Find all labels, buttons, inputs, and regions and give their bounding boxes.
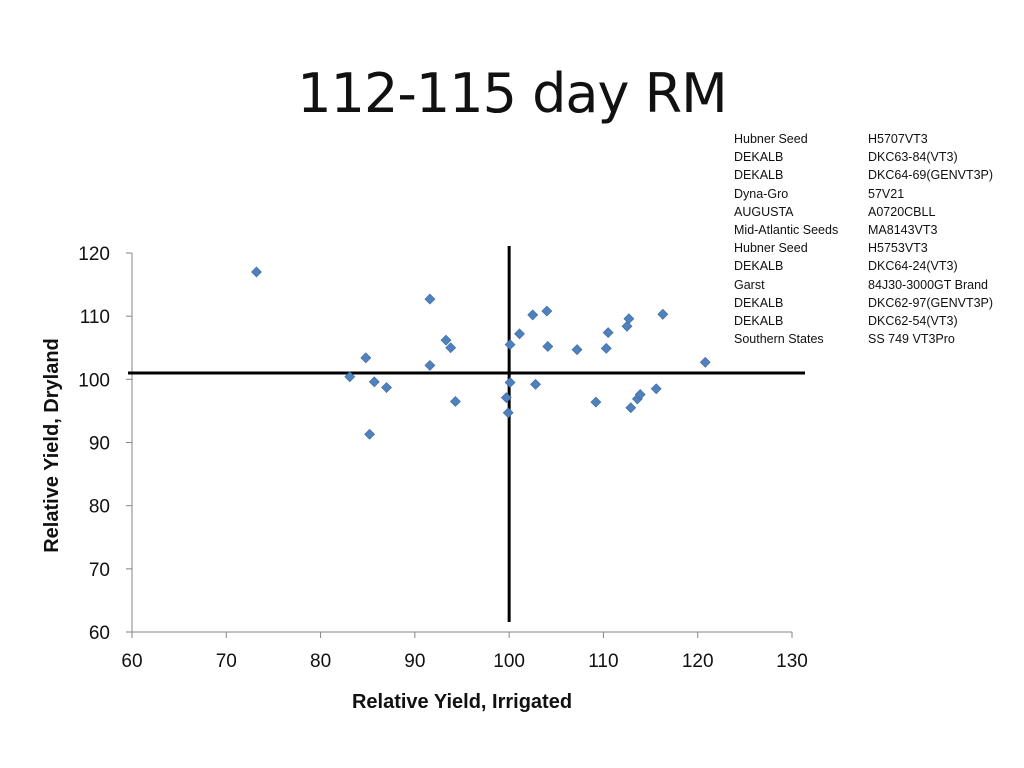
legend-hybrid: DKC62-97(GENVT3P) — [868, 295, 994, 310]
data-point — [634, 389, 646, 400]
legend-hybrid: H5753VT3 — [868, 241, 928, 256]
y-axis-title: Relative Yield, Dryland — [41, 338, 63, 553]
data-points — [251, 266, 711, 440]
data-point — [621, 320, 633, 332]
legend-company: AUGUSTA — [734, 204, 794, 219]
legend-hybrid: H5707VT3 — [868, 132, 928, 146]
x-tick-label: 70 — [216, 651, 237, 672]
data-point — [364, 428, 376, 440]
data-point — [424, 360, 436, 371]
data-point — [504, 339, 516, 351]
legend-hybrid: 57V21 — [868, 186, 905, 201]
legend-company: Hubner Seed — [734, 241, 808, 256]
legend-company: DEKALB — [734, 168, 784, 183]
data-point — [360, 352, 372, 364]
data-point — [590, 396, 602, 408]
legend-company: DEKALB — [734, 295, 784, 310]
data-point — [504, 377, 516, 388]
data-point — [344, 371, 356, 383]
data-point — [602, 327, 614, 339]
x-axis-title: Relative Yield, Irrigated — [352, 691, 572, 713]
data-point — [445, 342, 457, 354]
legend-company: Southern States — [734, 332, 824, 347]
legend-row: Hubner Seed H5753VT3 — [734, 239, 993, 257]
data-point — [251, 266, 262, 278]
chart-title: 112-115 day RM — [297, 62, 727, 125]
legend-company: Dyna-Gro — [734, 186, 789, 201]
legend-row: DEKALB DKC63-84(VT3) — [734, 148, 993, 166]
y-tick-label: 120 — [78, 244, 110, 265]
legend-hybrid: DKC62-54(VT3) — [868, 313, 958, 328]
x-tick-label: 130 — [776, 651, 808, 672]
legend-row: DEKALB DKC64-69(GENVT3P) — [734, 166, 993, 184]
data-point — [514, 328, 525, 340]
y-tick-label: 110 — [80, 307, 110, 328]
data-point — [381, 382, 392, 393]
axes: 60 70 80 90 100 110 120 130 60 70 80 90 100 110 120 — [78, 244, 808, 672]
y-tick-label: 80 — [89, 497, 110, 518]
legend-row: DEKALB DKC62-54(VT3) — [734, 312, 993, 330]
legend-company: Garst — [734, 277, 765, 292]
x-tick-label: 110 — [588, 651, 618, 672]
y-tick-label: 90 — [89, 434, 110, 455]
legend-row: Dyna-Gro 57V21 — [734, 185, 993, 203]
y-tick-label: 100 — [78, 370, 110, 391]
legend-row: DEKALB DKC62-97(GENVT3P) — [734, 294, 993, 312]
legend-company: Mid-Atlantic Seeds — [734, 222, 839, 237]
data-point — [500, 392, 512, 404]
data-point — [541, 305, 553, 317]
legend-hybrid: DKC63-84(VT3) — [868, 150, 958, 165]
data-point — [502, 407, 514, 419]
legend-company: DEKALB — [734, 150, 784, 165]
data-point — [449, 396, 461, 407]
legend-row: DEKALB DKC64-24(VT3) — [734, 257, 993, 275]
legend-hybrid: DKC64-69(GENVT3P) — [868, 168, 994, 183]
data-point — [625, 402, 637, 414]
data-point — [530, 378, 541, 390]
x-tick-label: 60 — [121, 651, 142, 672]
legend-company: DEKALB — [734, 313, 784, 328]
legend-row: Mid-Atlantic Seeds MA8143VT3 — [734, 221, 993, 239]
data-point — [440, 334, 452, 346]
data-point — [623, 313, 635, 325]
legend-company: Hubner Seed — [734, 132, 808, 146]
x-tick-label: 120 — [682, 651, 714, 672]
x-tick-label: 100 — [493, 651, 525, 672]
legend-hybrid: MA8143VT3 — [868, 222, 938, 237]
hybrid-legend: Hubner Seed H5707VT3 DEKALB DKC63-84(VT3) DE… — [734, 130, 993, 348]
reference-lines — [128, 246, 805, 622]
legend-row: AUGUSTA A0720CBLL — [734, 203, 993, 221]
data-point — [527, 309, 539, 321]
data-point — [542, 341, 554, 352]
data-point — [424, 293, 436, 305]
x-tick-label: 80 — [310, 651, 331, 672]
data-point — [650, 383, 662, 395]
data-point — [571, 344, 583, 356]
data-point — [368, 376, 380, 388]
legend-hybrid: DKC64-24(VT3) — [868, 259, 958, 274]
legend-row: Hubner Seed H5707VT3 — [734, 130, 993, 148]
legend-company: DEKALB — [734, 259, 784, 274]
data-point — [600, 342, 612, 354]
data-point — [657, 308, 669, 320]
y-tick-label: 60 — [89, 623, 110, 644]
legend-row: Southern States SS 749 VT3Pro — [734, 330, 993, 348]
legend-hybrid: A0720CBLL — [868, 204, 936, 219]
x-tick-label: 90 — [404, 651, 425, 672]
legend-row: Garst 84J30-3000GT Brand — [734, 276, 993, 294]
legend-hybrid: SS 749 VT3Pro — [868, 332, 955, 347]
y-tick-label: 70 — [89, 560, 110, 581]
data-point — [699, 356, 711, 368]
legend-hybrid: 84J30-3000GT Brand — [868, 277, 988, 292]
